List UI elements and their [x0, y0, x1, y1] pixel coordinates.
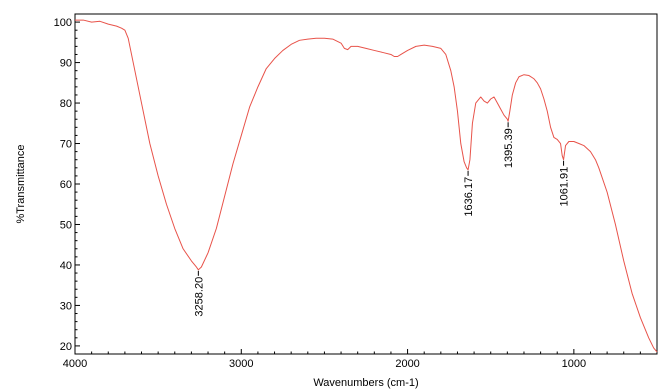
plot-frame	[74, 13, 658, 355]
peak-label: 1395.39	[503, 128, 515, 168]
y-tick-label: 100	[54, 17, 72, 29]
peak-label: 3258.20	[193, 277, 205, 317]
x-axis-title: Wavenumbers (cm-1)	[313, 377, 418, 389]
y-tick-label: 40	[60, 260, 72, 272]
x-tick-label: 2000	[395, 358, 419, 370]
x-tick-label: 3000	[229, 358, 253, 370]
y-tick-label: 70	[60, 139, 72, 151]
y-axis-title: %Transmittance	[15, 144, 27, 223]
x-tick-label: 4000	[63, 358, 87, 370]
peak-label: 1636.17	[463, 177, 475, 217]
y-tick-label: 80	[60, 98, 72, 110]
y-tick-label: 60	[60, 179, 72, 191]
peak-label: 1061.91	[559, 167, 571, 207]
spectrum-line	[75, 19, 658, 353]
y-tick-label: 90	[60, 58, 72, 70]
x-tick-label: 1000	[562, 358, 586, 370]
y-tick-label: 50	[60, 219, 72, 231]
y-tick-label: 30	[60, 300, 72, 312]
y-tick-label: 20	[60, 341, 72, 353]
